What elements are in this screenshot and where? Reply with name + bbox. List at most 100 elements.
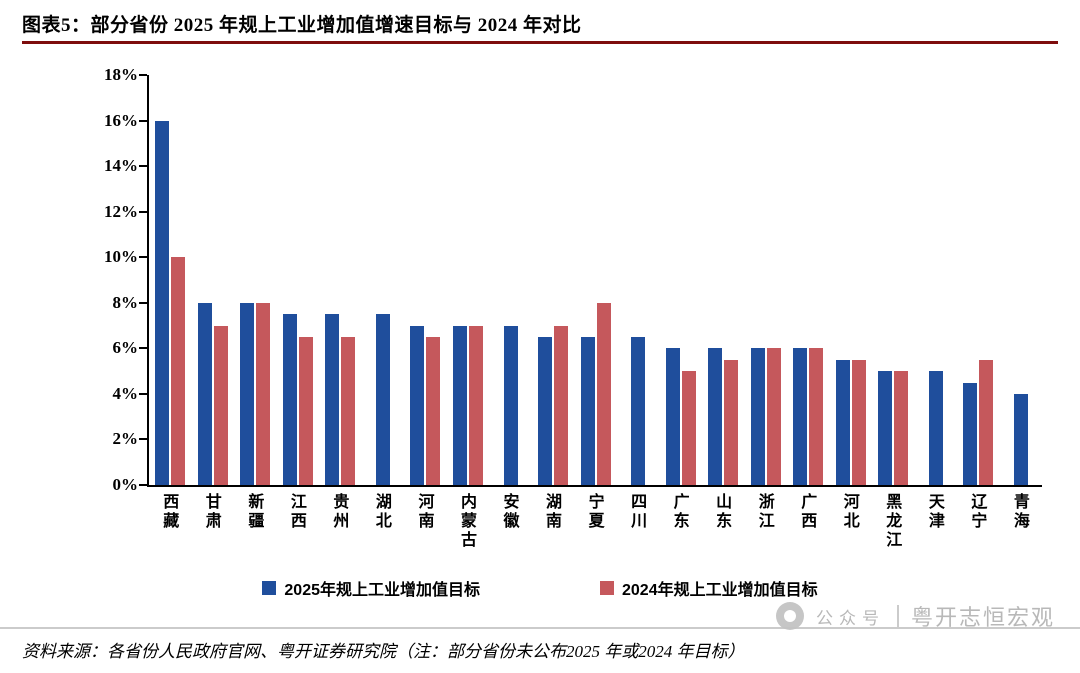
bar-2025-广西 [793, 348, 808, 485]
bar-2025-湖北 [375, 314, 390, 485]
x-axis-label-cell: 四川 [615, 493, 658, 550]
bar-group-广西 [787, 75, 830, 485]
x-axis-label-cell: 广东 [657, 493, 700, 550]
x-axis-label: 江西 [287, 493, 305, 531]
watermark-logo-icon [775, 602, 804, 630]
y-axis-label: 12% [104, 201, 138, 221]
footer-divider [0, 627, 1080, 629]
x-axis-labels: 西藏 甘肃 新疆 江西 贵州 湖北 河南 内蒙古 安徽 湖南 宁夏 四川 广东 山东 浙江 广西 河北 黑龙江 天津… [147, 493, 1040, 550]
bar-2025-广东 [665, 348, 680, 485]
y-axis-label: 8% [112, 292, 139, 312]
bar-2024-黑龙江 [894, 371, 909, 485]
x-axis-label: 四川 [628, 493, 646, 531]
y-axis-label: 18% [104, 65, 138, 84]
bar-2024-甘肃 [213, 325, 228, 485]
bar-2025-内蒙古 [452, 325, 467, 485]
y-axis-tick [139, 347, 147, 350]
watermark-divider [896, 605, 899, 627]
bar-2025-青海 [1013, 393, 1028, 485]
bar-group-内蒙古 [447, 75, 490, 485]
x-axis-label-cell: 浙江 [742, 493, 785, 550]
title-underline [22, 41, 1058, 44]
bar-group-四川 [617, 75, 660, 485]
bar-2025-安徽 [503, 325, 518, 485]
bar-2025-河北 [835, 359, 850, 485]
x-axis-label: 宁夏 [585, 493, 603, 531]
bar-2025-辽宁 [963, 382, 978, 485]
bar-group-江西 [277, 75, 320, 485]
bar-2024-新疆 [256, 302, 271, 485]
x-axis-label: 湖南 [543, 493, 561, 531]
bar-group-黑龙江 [872, 75, 915, 485]
y-axis-label: 6% [112, 338, 139, 358]
bar-2024-江西 [298, 336, 313, 485]
x-axis-label: 广西 [798, 493, 816, 531]
x-axis-label-cell: 青海 [998, 493, 1041, 550]
bar-2025-宁夏 [580, 336, 595, 485]
x-axis-label: 黑龙江 [883, 493, 901, 550]
y-axis-label: 10% [104, 247, 138, 267]
bar-2025-甘肃 [197, 302, 212, 485]
legend: 2025年规上工业增加值目标 2024年规上工业增加值目标 [0, 576, 1080, 600]
bar-2024-内蒙古 [468, 325, 483, 485]
bar-2024-浙江 [766, 348, 781, 485]
bar-group-贵州 [319, 75, 362, 485]
y-axis-tick [139, 210, 147, 213]
bar-2025-河南 [410, 325, 425, 485]
bar-2025-天津 [928, 371, 943, 485]
legend-label: 2024年规上工业增加值目标 [622, 582, 818, 599]
y-axis-label: 4% [112, 383, 139, 403]
bar-group-西藏 [149, 75, 192, 485]
x-axis-label-cell: 天津 [913, 493, 956, 550]
bar-group-河北 [830, 75, 873, 485]
bar-2024-宁夏 [596, 302, 611, 485]
bar-group-山东 [702, 75, 745, 485]
x-axis-label: 湖北 [372, 493, 390, 531]
bar-2024-辽宁 [979, 359, 994, 485]
bar-2025-贵州 [325, 314, 340, 485]
y-axis-tick [139, 438, 147, 441]
x-axis-label: 天津 [925, 493, 943, 531]
x-axis-label-cell: 江西 [275, 493, 318, 550]
x-axis-label: 山东 [713, 493, 731, 531]
x-axis-label-cell: 内蒙古 [445, 493, 488, 550]
y-axis-tick [139, 392, 147, 395]
chart-title: 图表5：部分省份 2025 年规上工业增加值增速目标与 2024 年对比 [22, 15, 582, 36]
x-axis-label-cell: 山东 [700, 493, 743, 550]
bar-2025-新疆 [240, 302, 255, 485]
bar-2024-贵州 [341, 336, 356, 485]
bar-group-湖北 [362, 75, 405, 485]
bar-2024-河南 [426, 336, 441, 485]
x-axis-label-cell: 广西 [785, 493, 828, 550]
x-axis-label-cell: 河北 [828, 493, 871, 550]
y-axis-label: 0% [112, 475, 139, 494]
x-axis-label: 内蒙古 [457, 493, 475, 550]
legend-swatch-icon [262, 581, 277, 595]
bar-group-河南 [404, 75, 447, 485]
bar-2025-黑龙江 [878, 371, 893, 485]
x-axis-label-cell: 湖南 [530, 493, 573, 550]
bar-group-湖南 [532, 75, 575, 485]
x-axis-label: 新疆 [245, 493, 263, 531]
bar-group-天津 [915, 75, 958, 485]
x-axis-label-cell: 辽宁 [955, 493, 998, 550]
bar-2025-四川 [631, 336, 646, 485]
x-axis-label-cell: 湖北 [360, 493, 403, 550]
legend-swatch-icon [600, 581, 614, 595]
bar-2024-湖南 [554, 325, 569, 485]
legend-label: 2025年规上工业增加值目标 [284, 582, 480, 599]
bar-2024-河北 [851, 359, 866, 485]
bar-group-广东 [659, 75, 702, 485]
x-axis-label-cell: 安徽 [487, 493, 530, 550]
legend-item-2025: 2025年规上工业增加值目标 [262, 576, 480, 600]
watermark-label: 公众号 [815, 608, 885, 628]
x-axis-label: 浙江 [755, 493, 773, 531]
x-axis-label: 辽宁 [968, 493, 986, 531]
bar-group-甘肃 [192, 75, 235, 485]
y-axis-label: 2% [112, 429, 139, 449]
x-axis-label-cell: 河南 [402, 493, 445, 550]
bar-2024-山东 [724, 359, 739, 485]
bar-group-宁夏 [574, 75, 617, 485]
x-axis-label: 贵州 [330, 493, 348, 531]
